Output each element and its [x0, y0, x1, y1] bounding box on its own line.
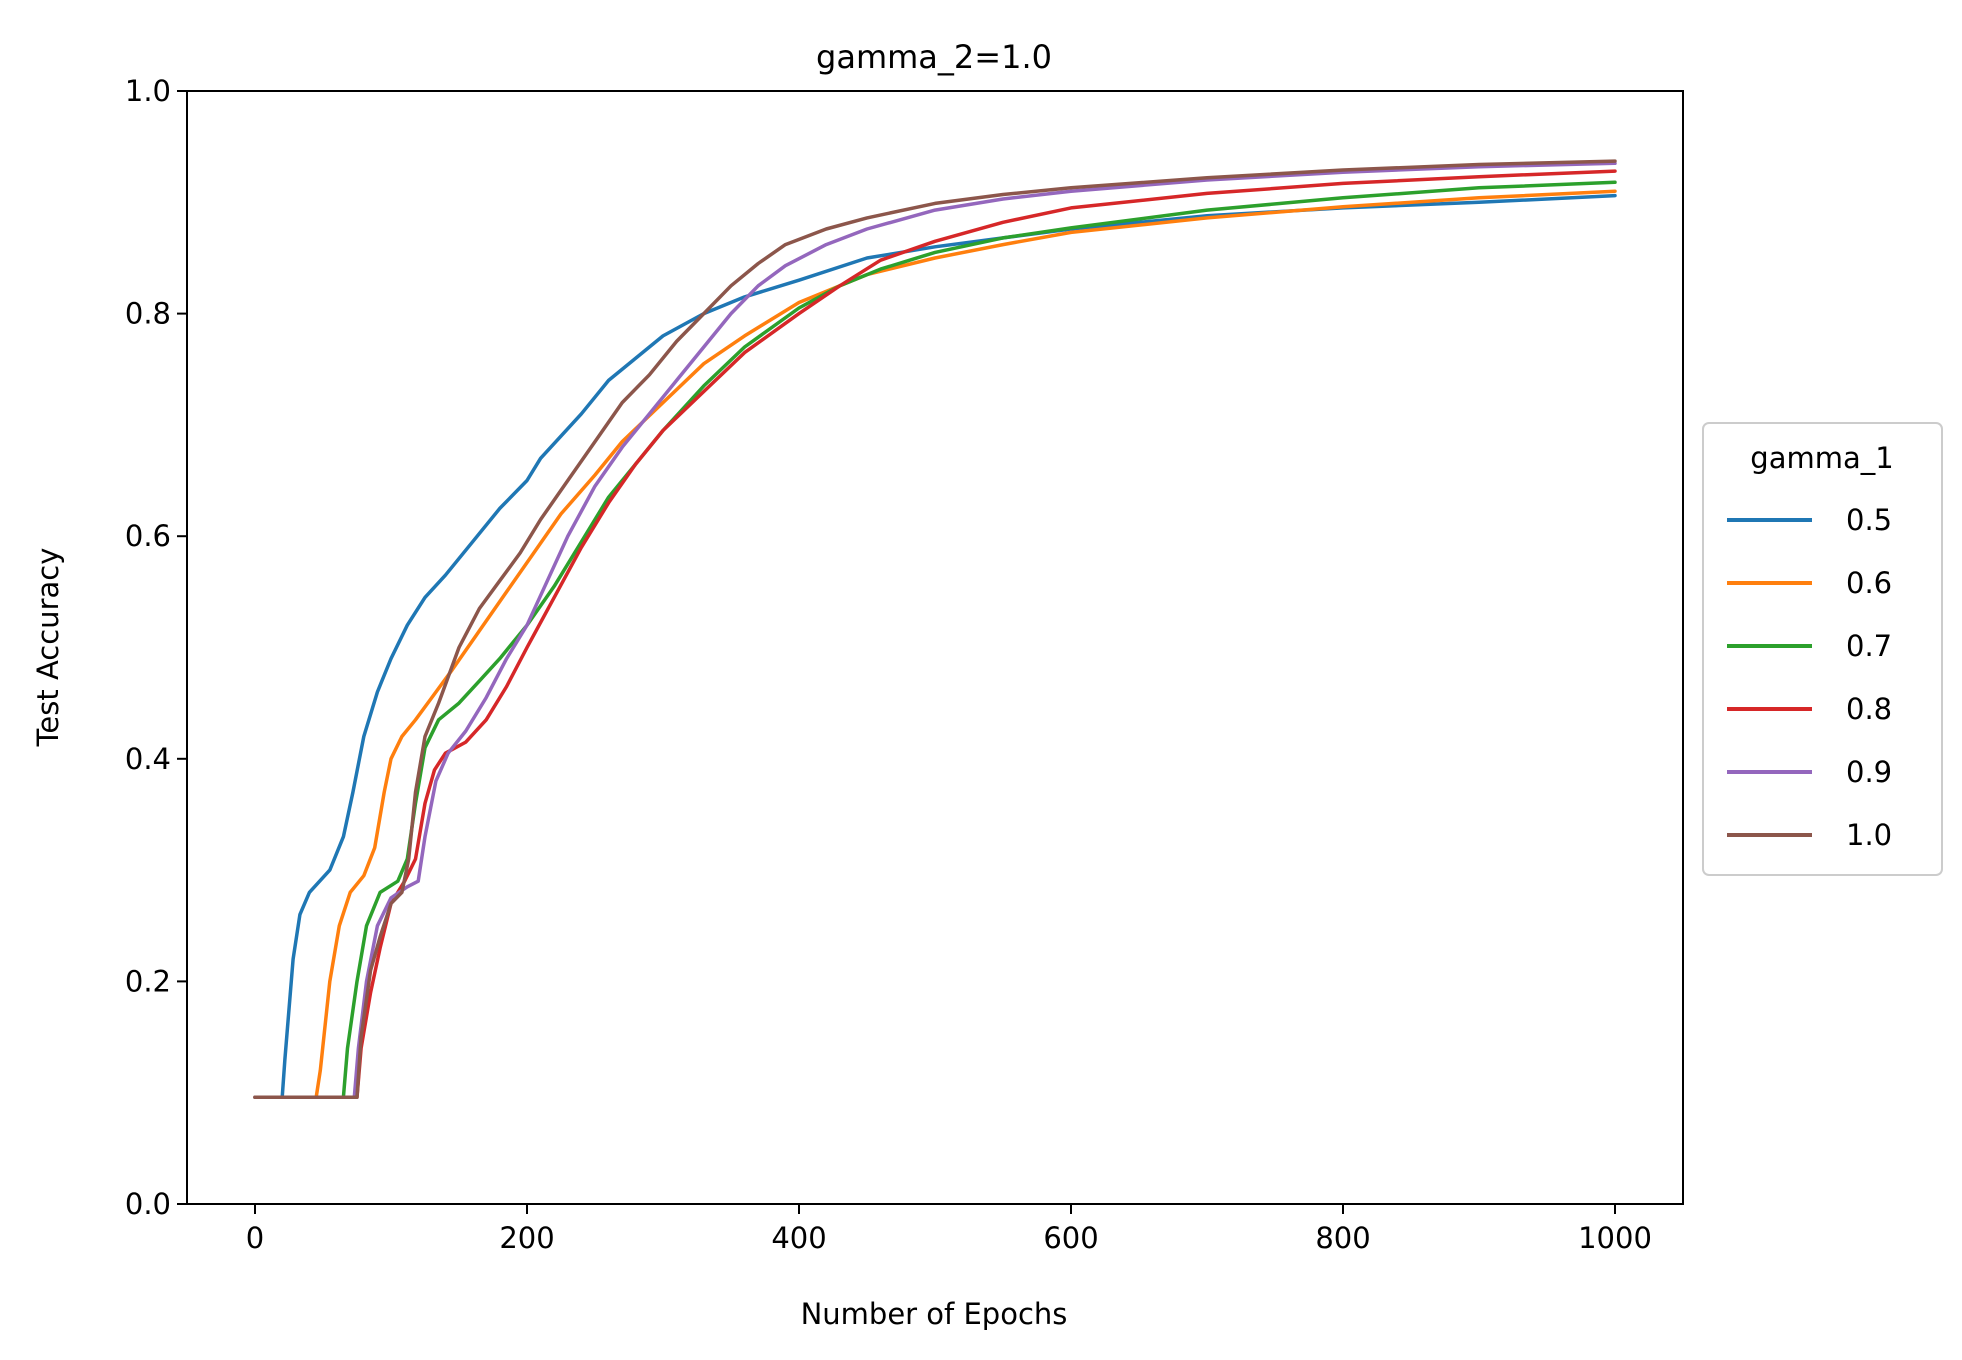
- x-tick-label: 600: [1043, 1221, 1098, 1255]
- legend-label: 0.6: [1846, 566, 1892, 600]
- legend-frame: [1702, 422, 1943, 876]
- x-tick-label: 1000: [1578, 1221, 1652, 1255]
- y-tick-label: 0.8: [125, 297, 171, 331]
- legend-label: 1.0: [1846, 818, 1892, 852]
- axes-frame: [186, 90, 1684, 1205]
- y-tick-label: 0.4: [125, 742, 171, 776]
- legend: gamma_1 0.5 0.6 0.7 0.8 0.9 1.0: [1702, 422, 1943, 876]
- legend-label: 0.7: [1846, 629, 1892, 663]
- x-axis-label: Number of Epochs: [801, 1297, 1068, 1331]
- plot-lines: [253, 159, 1617, 1099]
- y-tick-label: 0.0: [125, 1187, 171, 1221]
- series-line-1.0: [253, 159, 1617, 1099]
- legend-label: 0.9: [1846, 755, 1892, 789]
- x-tick-label: 800: [1315, 1221, 1370, 1255]
- y-tick-label: 0.2: [125, 964, 171, 998]
- x-tick-label: 0: [246, 1221, 264, 1255]
- legend-title: gamma_1: [1750, 441, 1893, 475]
- legend-label: 0.8: [1846, 692, 1892, 726]
- series-line-0.9: [253, 161, 1617, 1099]
- chart-title: gamma_2=1.0: [816, 38, 1052, 76]
- y-axis: 0.0 0.2 0.4 0.6 0.8 1.0: [125, 74, 187, 1221]
- y-tick-label: 1.0: [125, 74, 171, 108]
- legend-entries: 0.5 0.6 0.7 0.8 0.9 1.0: [1727, 503, 1892, 852]
- series-line-0.7: [253, 180, 1617, 1099]
- y-tick-label: 0.6: [125, 519, 171, 553]
- x-axis: 0 200 400 600 800 1000: [246, 1204, 1652, 1255]
- series-line-0.6: [253, 189, 1617, 1099]
- x-tick-label: 200: [499, 1221, 554, 1255]
- x-tick-label: 400: [771, 1221, 826, 1255]
- legend-label: 0.5: [1846, 503, 1892, 537]
- y-axis-label: Test Accuracy: [31, 548, 65, 748]
